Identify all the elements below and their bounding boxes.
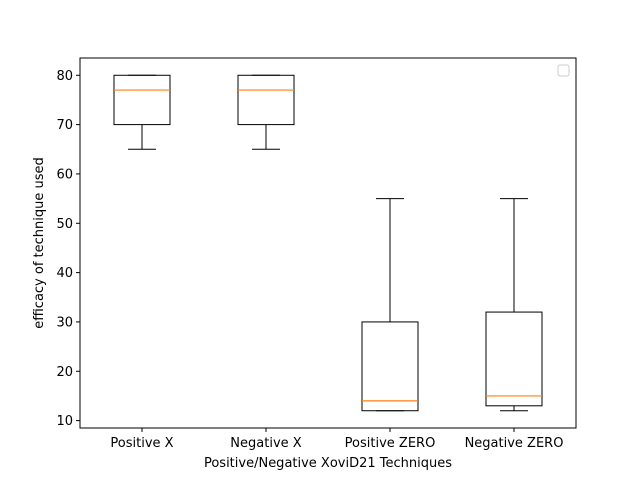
y-tick-label: 20	[56, 365, 73, 380]
x-tick-label: Positive X	[110, 436, 173, 451]
y-tick-label: 10	[56, 414, 73, 429]
iqr-box	[361, 321, 419, 412]
legend-box	[557, 64, 570, 77]
x-tick-label: Positive ZERO	[345, 436, 436, 451]
x-tick-label: Negative ZERO	[465, 436, 564, 451]
y-tick-label: 50	[56, 217, 73, 232]
y-tick-label: 70	[56, 118, 73, 133]
y-tick-label: 30	[56, 315, 73, 330]
x-axis: Positive X Negative X Positive ZERO Negativ…	[110, 428, 563, 451]
y-tick-label: 80	[56, 69, 73, 84]
iqr-box	[237, 74, 295, 126]
box-group	[237, 74, 295, 150]
x-tick-label: Negative X	[230, 436, 301, 451]
box-group	[361, 198, 419, 412]
y-axis: 10 20 30 40 50 60 70 80	[56, 69, 80, 429]
box-group	[485, 198, 543, 412]
box-group	[113, 74, 171, 150]
iqr-box	[113, 74, 171, 126]
boxes-layer	[113, 74, 543, 412]
y-tick-label: 40	[56, 266, 73, 281]
plot-frame	[79, 57, 577, 429]
x-axis-label: Positive/Negative XoviD21 Techniques	[204, 456, 452, 471]
y-axis-label: efficacy of technique used	[32, 157, 47, 329]
y-tick-label: 60	[56, 167, 73, 182]
iqr-box	[485, 311, 543, 407]
